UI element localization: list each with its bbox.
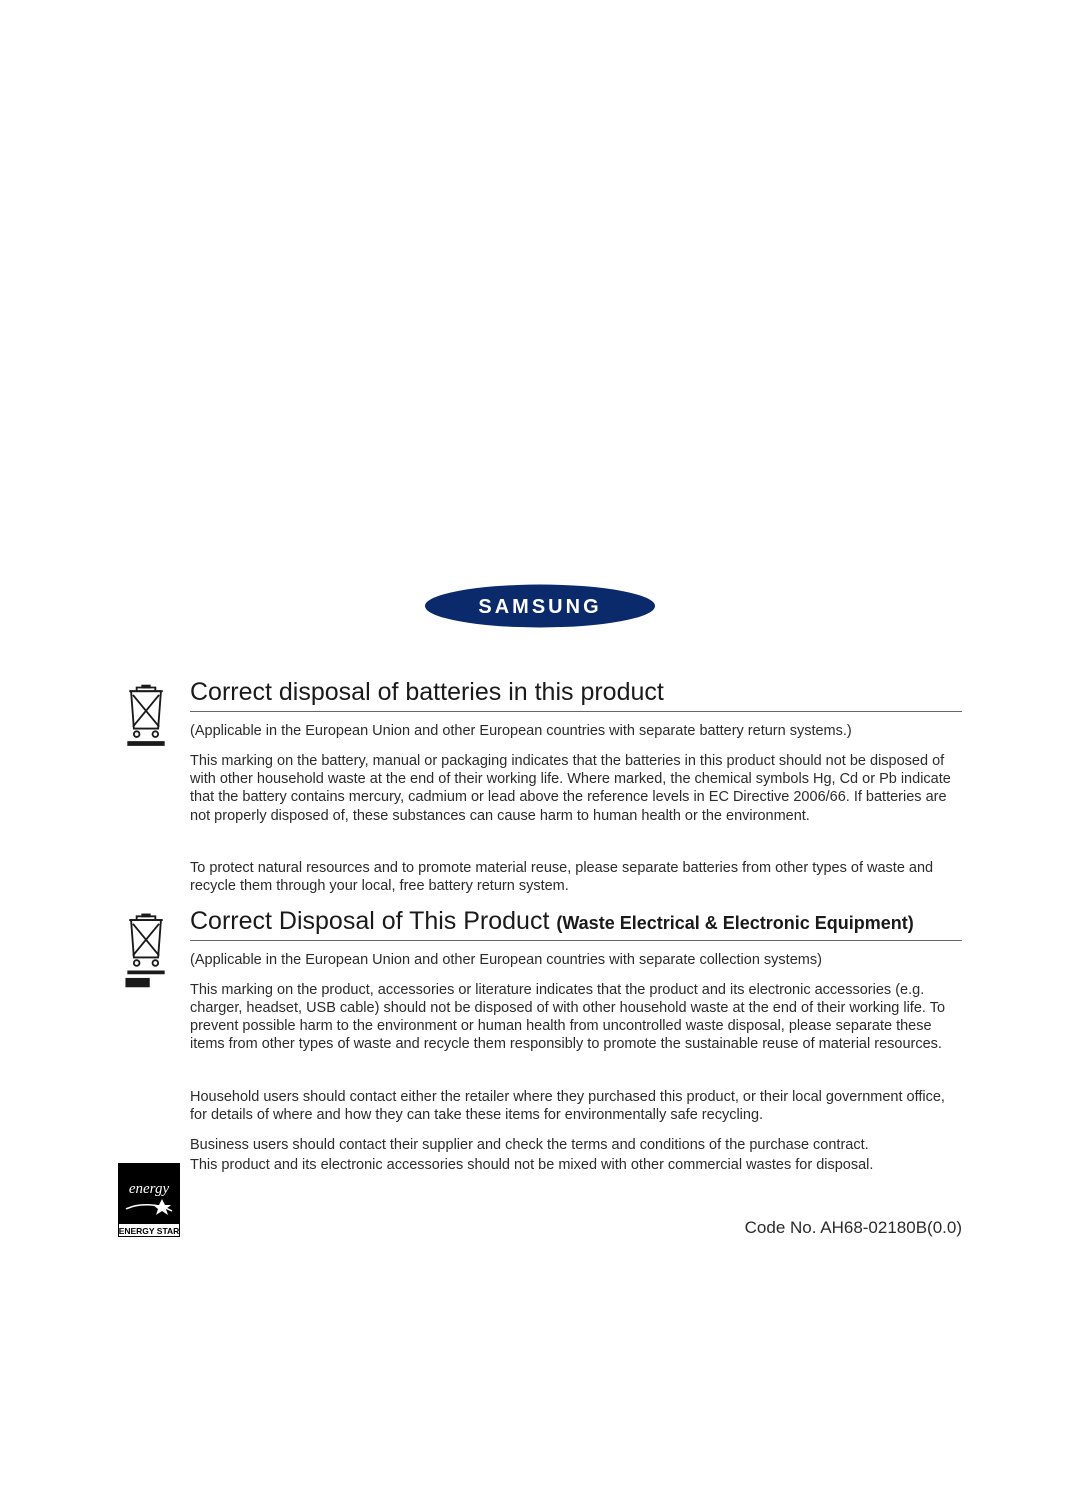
energy-star-badge: energy ENERGY STAR: [118, 1163, 180, 1242]
brand-logo-wrap: SAMSUNG: [118, 580, 962, 632]
product-disposal-para-3: Business users should contact their supp…: [190, 1136, 962, 1154]
energy-star-label: ENERGY STAR: [119, 1226, 180, 1236]
content-region: SAMSUNG: [118, 580, 962, 1186]
batteries-title-line: Correct disposal of batteries in this pr…: [190, 678, 962, 712]
product-disposal-subtitle: (Waste Electrical & Electronic Equipment…: [556, 913, 913, 933]
svg-text:energy: energy: [129, 1181, 170, 1197]
batteries-applicable: (Applicable in the European Union and ot…: [190, 722, 962, 740]
weee-bin-icon: [118, 678, 174, 837]
product-disposal-section: Correct Disposal of This Product (Waste …: [118, 907, 962, 1066]
page: SAMSUNG: [0, 0, 1080, 1492]
batteries-section: Correct disposal of batteries in this pr…: [118, 678, 962, 837]
batteries-para-2: To protect natural resources and to prom…: [190, 859, 962, 895]
product-disposal-applicable: (Applicable in the European Union and ot…: [190, 951, 962, 969]
weee-bin-bar-icon: [118, 907, 174, 1066]
batteries-para-1: This marking on the battery, manual or p…: [190, 752, 962, 825]
product-disposal-para-1: This marking on the product, accessories…: [190, 981, 962, 1054]
samsung-logo-text: SAMSUNG: [478, 596, 601, 618]
product-disposal-body: Correct Disposal of This Product (Waste …: [190, 907, 962, 1066]
code-number: Code No. AH68-02180B(0.0): [745, 1218, 962, 1238]
batteries-body: Correct disposal of batteries in this pr…: [190, 678, 962, 837]
product-disposal-para-2: Household users should contact either th…: [190, 1088, 962, 1124]
samsung-logo: SAMSUNG: [425, 580, 655, 632]
batteries-title: Correct disposal of batteries in this pr…: [190, 678, 664, 706]
product-disposal-title: Correct Disposal of This Product: [190, 907, 556, 935]
product-disposal-para-4: This product and its electronic accessor…: [190, 1156, 962, 1174]
product-disposal-title-line: Correct Disposal of This Product (Waste …: [190, 907, 962, 941]
